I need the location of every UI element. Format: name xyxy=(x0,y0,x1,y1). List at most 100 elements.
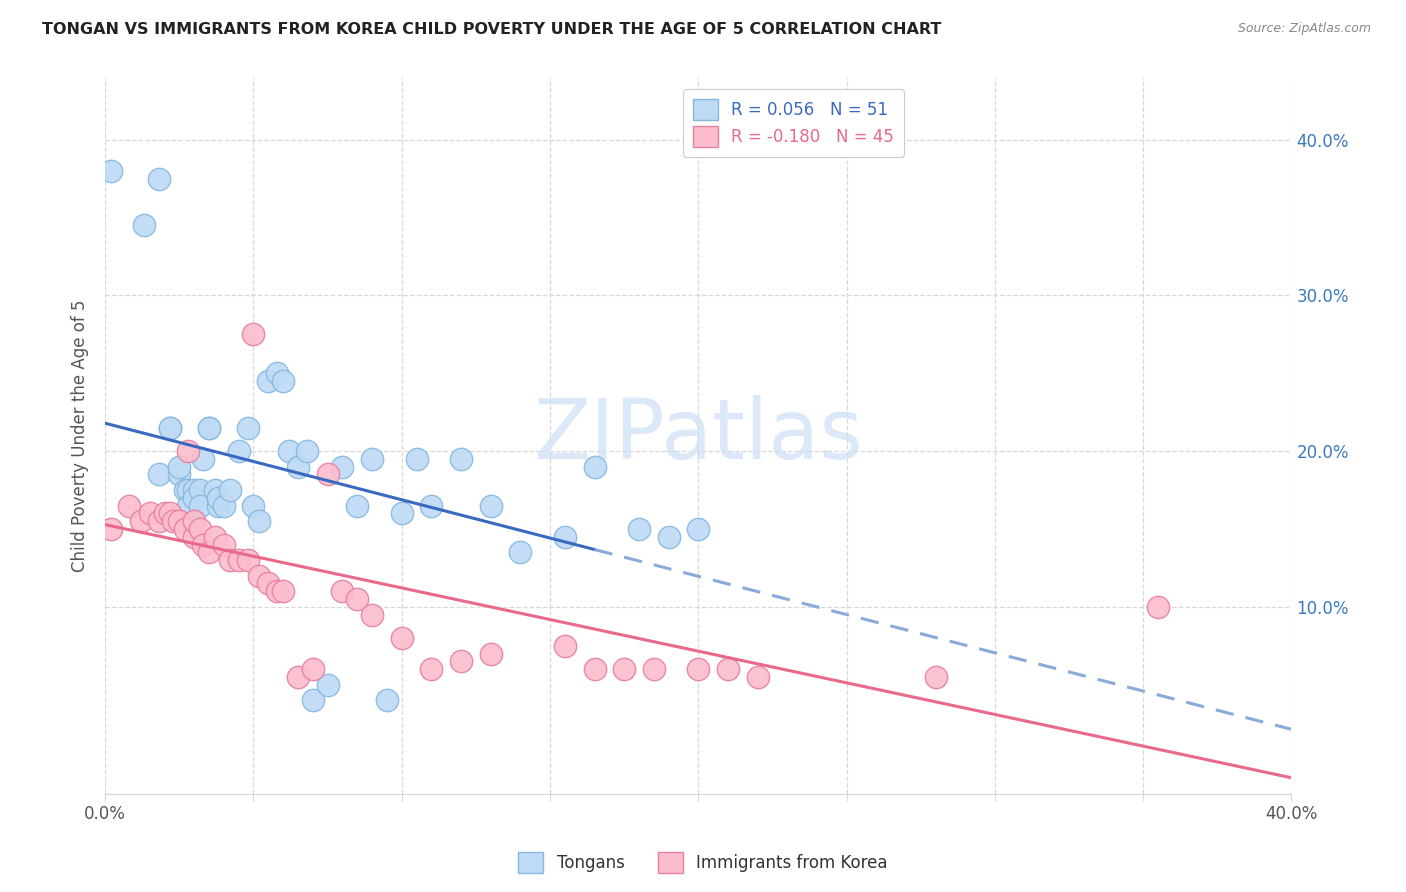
Point xyxy=(118,499,141,513)
Point xyxy=(249,568,271,582)
Point xyxy=(236,553,259,567)
Point xyxy=(177,444,200,458)
Point xyxy=(188,522,211,536)
Point xyxy=(301,662,323,676)
Point xyxy=(301,693,323,707)
Point xyxy=(249,514,271,528)
Point xyxy=(346,592,368,607)
Point xyxy=(159,507,181,521)
Point xyxy=(228,444,250,458)
Point xyxy=(132,219,155,233)
Point xyxy=(188,499,211,513)
Point xyxy=(450,654,472,668)
Text: ZIPatlas: ZIPatlas xyxy=(533,395,863,476)
Point xyxy=(316,467,339,482)
Point xyxy=(212,499,235,513)
Point xyxy=(613,662,636,676)
Point xyxy=(169,459,191,474)
Point xyxy=(148,467,170,482)
Point xyxy=(174,522,197,536)
Point xyxy=(228,553,250,567)
Point xyxy=(153,507,176,521)
Point xyxy=(1147,599,1170,614)
Point xyxy=(191,451,214,466)
Point xyxy=(266,366,288,380)
Point xyxy=(169,514,191,528)
Point xyxy=(177,483,200,497)
Point xyxy=(420,662,443,676)
Point xyxy=(271,374,294,388)
Legend: R = 0.056   N = 51, R = -0.180   N = 45: R = 0.056 N = 51, R = -0.180 N = 45 xyxy=(683,89,904,157)
Point xyxy=(198,545,221,559)
Point xyxy=(554,639,576,653)
Point xyxy=(188,483,211,497)
Point xyxy=(218,483,240,497)
Point xyxy=(207,499,229,513)
Point xyxy=(346,499,368,513)
Point xyxy=(100,164,122,178)
Point xyxy=(361,607,384,622)
Point xyxy=(924,670,946,684)
Point xyxy=(204,483,226,497)
Point xyxy=(212,537,235,551)
Point xyxy=(287,459,309,474)
Point xyxy=(295,444,318,458)
Point xyxy=(242,327,264,342)
Point xyxy=(583,662,606,676)
Point xyxy=(316,678,339,692)
Point xyxy=(361,451,384,466)
Point xyxy=(257,576,280,591)
Point xyxy=(332,459,354,474)
Point xyxy=(198,421,221,435)
Point xyxy=(278,444,301,458)
Point xyxy=(391,507,413,521)
Legend: Tongans, Immigrants from Korea: Tongans, Immigrants from Korea xyxy=(512,846,894,880)
Point xyxy=(183,491,205,505)
Text: TONGAN VS IMMIGRANTS FROM KOREA CHILD POVERTY UNDER THE AGE OF 5 CORRELATION CHA: TONGAN VS IMMIGRANTS FROM KOREA CHILD PO… xyxy=(42,22,942,37)
Point xyxy=(450,451,472,466)
Point xyxy=(191,537,214,551)
Point xyxy=(688,662,710,676)
Point xyxy=(177,499,200,513)
Point xyxy=(148,514,170,528)
Point xyxy=(479,499,502,513)
Point xyxy=(717,662,740,676)
Point xyxy=(129,514,152,528)
Point xyxy=(183,530,205,544)
Y-axis label: Child Poverty Under the Age of 5: Child Poverty Under the Age of 5 xyxy=(72,300,89,572)
Point xyxy=(218,553,240,567)
Point xyxy=(162,514,184,528)
Point xyxy=(174,483,197,497)
Point xyxy=(643,662,665,676)
Point xyxy=(204,530,226,544)
Point xyxy=(148,171,170,186)
Point xyxy=(159,421,181,435)
Point xyxy=(658,530,681,544)
Point xyxy=(554,530,576,544)
Point xyxy=(183,514,205,528)
Point xyxy=(688,522,710,536)
Point xyxy=(287,670,309,684)
Point xyxy=(271,584,294,599)
Text: Source: ZipAtlas.com: Source: ZipAtlas.com xyxy=(1237,22,1371,36)
Point xyxy=(207,491,229,505)
Point xyxy=(747,670,769,684)
Point xyxy=(332,584,354,599)
Point xyxy=(169,467,191,482)
Point xyxy=(242,499,264,513)
Point xyxy=(100,522,122,536)
Point xyxy=(583,459,606,474)
Point xyxy=(183,491,205,505)
Point xyxy=(198,421,221,435)
Point xyxy=(257,374,280,388)
Point xyxy=(405,451,427,466)
Point xyxy=(479,647,502,661)
Point xyxy=(509,545,531,559)
Point xyxy=(159,421,181,435)
Point xyxy=(266,584,288,599)
Point xyxy=(391,631,413,645)
Point xyxy=(627,522,650,536)
Point xyxy=(138,507,160,521)
Point xyxy=(236,421,259,435)
Point xyxy=(183,483,205,497)
